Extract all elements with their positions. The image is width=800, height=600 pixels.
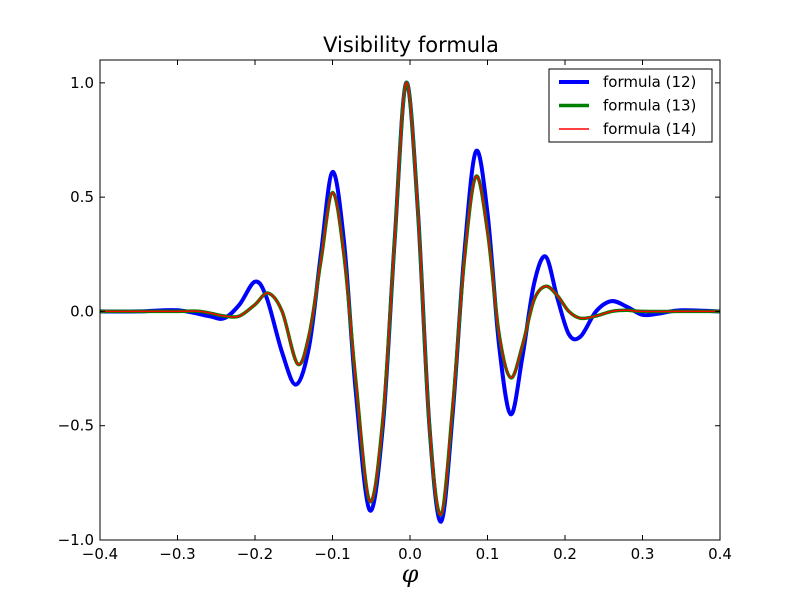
chart-title: Visibility formula xyxy=(323,33,499,57)
series-layer xyxy=(100,80,720,524)
x-tick-label: 0.3 xyxy=(631,545,655,563)
y-tick-label: −0.5 xyxy=(58,417,94,435)
legend-label-2: formula (13) xyxy=(603,97,696,115)
x-axis-label: φ xyxy=(402,560,419,588)
x-tick-label: 0.1 xyxy=(476,545,500,563)
y-tick-label: −1.0 xyxy=(58,531,94,549)
x-tick-label: −0.2 xyxy=(237,545,273,563)
y-tick-label: 0.0 xyxy=(70,302,94,320)
y-tick-label: 0.5 xyxy=(70,188,94,206)
series-line-3 xyxy=(100,82,720,516)
tick-layer: −0.4 −0.3 −0.2 −0.1 0.0 0.1 0.2 0.3 0.4 −1.0 −0.5 0… xyxy=(58,60,732,563)
y-tick-label: 1.0 xyxy=(70,74,94,92)
legend-label-3: formula (14) xyxy=(603,120,696,138)
x-tick-label: 0.4 xyxy=(708,545,732,563)
x-tick-label: 0.0 xyxy=(398,545,422,563)
x-tick-label: −0.3 xyxy=(159,545,195,563)
x-tick-label: 0.2 xyxy=(553,545,577,563)
legend-label-1: formula (12) xyxy=(603,73,696,91)
legend: formula (12) formula (13) formula (14) xyxy=(548,68,713,143)
x-tick-label: −0.4 xyxy=(82,545,118,563)
x-tick-label: −0.1 xyxy=(314,545,350,563)
